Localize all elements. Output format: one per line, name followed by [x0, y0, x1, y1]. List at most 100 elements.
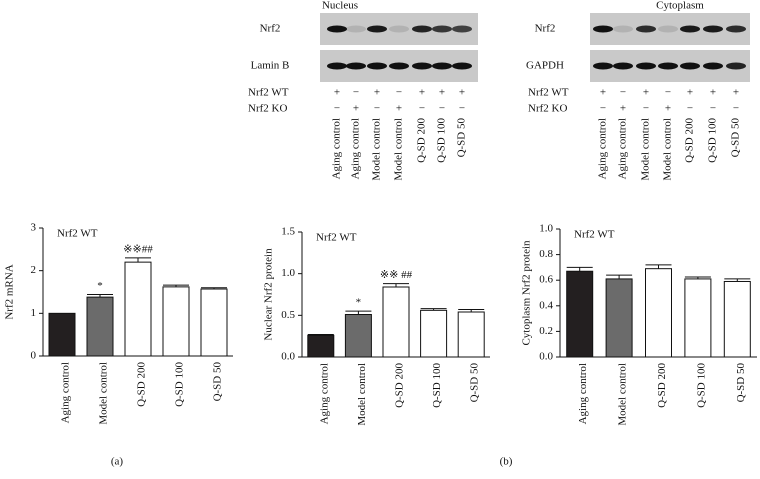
- condition-mark: +: [710, 87, 716, 99]
- blot-row-label: GAPDH: [526, 60, 564, 72]
- condition-mark: −: [733, 103, 739, 115]
- x-tick-label: Q-SD 100: [695, 363, 707, 408]
- condition-mark: −: [710, 103, 716, 115]
- condition-mark: −: [419, 103, 425, 115]
- blot-band: [726, 25, 746, 33]
- bar: [684, 278, 712, 358]
- condition-mark: −: [439, 103, 445, 115]
- significance-label: ※※ ##: [380, 269, 413, 281]
- condition-mark: +: [374, 87, 380, 99]
- lane-label: Model control: [662, 118, 674, 181]
- blot-band: [452, 62, 472, 70]
- significance-label: *: [356, 297, 362, 309]
- x-tick-label: Q-SD 200: [136, 362, 148, 407]
- blot-band: [389, 62, 409, 70]
- condition-mark: +: [600, 87, 606, 99]
- blot-row-label: Lamin B: [251, 60, 290, 72]
- condition-mark: −: [620, 87, 626, 99]
- condition-mark: −: [396, 87, 402, 99]
- bar: [382, 286, 410, 358]
- blot-band: [593, 62, 613, 70]
- y-tick-label: 0.0: [281, 351, 295, 363]
- lane-label: Aging control: [350, 118, 362, 179]
- blot-band: [389, 25, 409, 33]
- y-axis-label: Nuclear Nrf2 protein: [263, 248, 275, 341]
- condition-mark: +: [620, 103, 626, 115]
- condition-label: Nrf2 KO: [528, 103, 567, 115]
- bar: [420, 309, 448, 358]
- condition-mark: +: [439, 87, 445, 99]
- condition-label: Nrf2 WT: [528, 87, 569, 99]
- blot-band: [412, 25, 432, 33]
- lane-label: Q-SD 50: [456, 118, 468, 158]
- blot-band: [452, 25, 472, 33]
- blot-band: [593, 25, 613, 33]
- condition-mark: −: [353, 87, 359, 99]
- blot-band: [613, 62, 633, 70]
- lane-label: Aging control: [617, 118, 629, 179]
- x-tick-label: Q-SD 100: [431, 363, 443, 408]
- significance-label: ※※##: [123, 243, 153, 255]
- y-tick-label: 1.0: [539, 223, 553, 235]
- significance-label: *: [97, 280, 103, 292]
- x-tick-label: Q-SD 50: [212, 362, 224, 402]
- condition-mark: −: [643, 103, 649, 115]
- condition-mark: −: [665, 87, 671, 99]
- condition-mark: −: [687, 103, 693, 115]
- y-axis-label: Nrf2 mRNA: [4, 264, 16, 319]
- blot-band: [367, 62, 387, 70]
- y-tick-label: 1.5: [281, 226, 295, 238]
- y-tick-label: 0.5: [281, 309, 295, 321]
- blot-band: [703, 25, 723, 33]
- blot-band: [613, 25, 633, 33]
- chart-title: Nrf2 WT: [316, 232, 357, 244]
- condition-label: Nrf2 KO: [248, 103, 287, 115]
- condition-mark: −: [334, 103, 340, 115]
- blot-band: [412, 62, 432, 70]
- blot-band: [636, 25, 656, 33]
- condition-mark: +: [665, 103, 671, 115]
- bar: [307, 334, 335, 358]
- blot-band: [680, 62, 700, 70]
- y-tick-label: 1.0: [281, 267, 295, 279]
- lane-label: Q-SD 50: [730, 118, 742, 158]
- lane-label: Q-SD 200: [684, 118, 696, 163]
- bar: [162, 286, 190, 357]
- blot-band: [726, 62, 746, 70]
- condition-mark: −: [600, 103, 606, 115]
- x-tick-label: Q-SD 50: [469, 363, 481, 403]
- condition-mark: +: [643, 87, 649, 99]
- lane-label: Q-SD 100: [707, 118, 719, 163]
- lane-label: Model control: [393, 118, 405, 181]
- blot-band: [636, 62, 656, 70]
- x-tick-label: Q-SD 50: [735, 363, 747, 403]
- panel-label: (b): [500, 456, 513, 468]
- blot-band: [432, 62, 452, 70]
- condition-label: Nrf2 WT: [248, 87, 289, 99]
- chart-title: Nrf2 WT: [574, 229, 615, 241]
- y-tick-label: 0.0: [539, 351, 553, 363]
- condition-mark: +: [459, 87, 465, 99]
- bar: [645, 268, 672, 358]
- x-tick-label: Q-SD 200: [656, 363, 668, 408]
- condition-mark: +: [733, 87, 739, 99]
- y-tick-label: 0.6: [539, 274, 553, 286]
- y-tick-label: 2: [31, 264, 37, 276]
- bar: [86, 296, 114, 357]
- bar: [48, 312, 76, 357]
- condition-mark: −: [374, 103, 380, 115]
- x-tick-label: Model control: [98, 362, 110, 425]
- y-tick-label: 3: [31, 222, 37, 234]
- y-tick-label: 0.8: [539, 248, 553, 260]
- bar: [124, 261, 152, 357]
- blot-band: [432, 25, 452, 33]
- y-tick-label: 0: [31, 350, 37, 362]
- blot-row-label: Nrf2: [535, 23, 556, 35]
- blot-band: [658, 25, 678, 33]
- x-tick-label: Aging control: [60, 362, 72, 423]
- lane-label: Aging control: [597, 118, 609, 179]
- bar: [457, 311, 485, 358]
- x-tick-label: Q-SD 100: [174, 362, 186, 407]
- lane-label: Model control: [371, 118, 383, 181]
